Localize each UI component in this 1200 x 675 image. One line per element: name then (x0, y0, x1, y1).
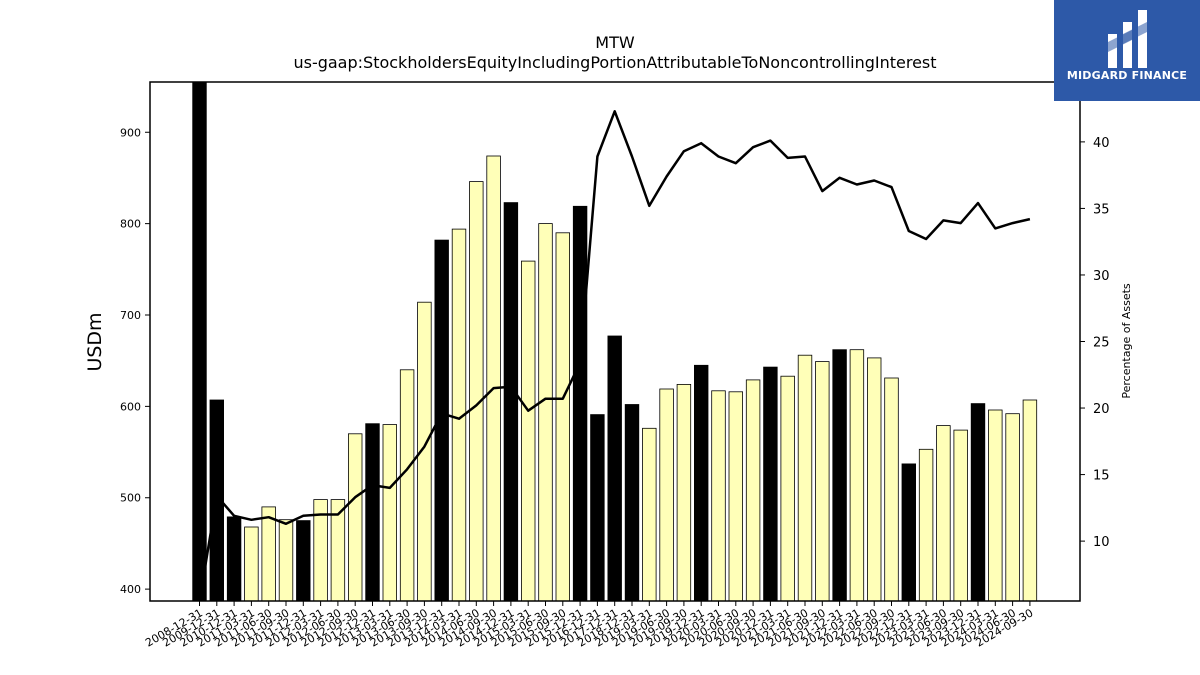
y2-tick-label: 25 (1093, 336, 1110, 351)
bar-2023-03-31 (918, 448, 934, 602)
y2-tick-label: 20 (1093, 402, 1110, 417)
bar-2010-12-31 (226, 516, 242, 602)
bar-2021-03-31 (780, 375, 795, 602)
y2-tick-label: 35 (1093, 202, 1110, 217)
bar-2021-12-31 (832, 349, 847, 602)
bar-2021-06-30 (797, 354, 813, 602)
bar-2020-06-30 (728, 391, 744, 602)
bar-2011-03-31 (244, 526, 259, 602)
y-axis-label: USDm (84, 312, 106, 371)
bar-2015-12-31 (572, 205, 588, 602)
y-tick-label: 700 (120, 309, 141, 322)
bar-2020-12-31 (763, 366, 778, 602)
bar-2024-09-30 (1022, 399, 1038, 602)
bars-layer (192, 81, 1038, 602)
bar-2019-09-30 (676, 383, 692, 602)
logo-mark-icon (1108, 10, 1147, 68)
y2-tick-label: 30 (1093, 269, 1110, 284)
bar-2020-03-31 (711, 390, 726, 602)
bar-2015-06-30 (538, 223, 553, 602)
bar-2016-12-31 (590, 414, 605, 602)
y2-tick-label: 40 (1093, 136, 1110, 151)
bar-2014-12-31 (503, 202, 519, 602)
bar-2014-06-30 (469, 181, 484, 602)
line-percentage-of-assets (198, 110, 1031, 602)
bar-2011-12-31 (296, 520, 311, 602)
bar-2022-03-31 (849, 349, 865, 602)
y-axis-left: 400 500 600 700 800 900 (120, 126, 150, 596)
y-tick-label: 600 (120, 400, 141, 413)
bar-2019-03-31 (642, 427, 657, 602)
bar-2023-12-31 (970, 403, 986, 602)
bar-2012-09-30 (347, 433, 363, 602)
y-tick-label: 800 (120, 218, 141, 231)
y2-tick-label: 15 (1093, 469, 1110, 484)
bar-2013-03-31 (382, 424, 398, 602)
bar-2014-09-30 (486, 155, 501, 602)
y-axis-right: 10 15 20 25 30 35 40 (1080, 136, 1110, 550)
bar-2017-12-31 (607, 335, 622, 602)
bar-2013-06-30 (399, 369, 415, 602)
bar-2022-12-31 (901, 463, 917, 602)
y-tick-label: 900 (120, 126, 141, 139)
y2-axis-label: Percentage of Assets (1120, 283, 1133, 399)
x-axis: 2008-12-312009-12-312010-12-312011-03-31… (143, 601, 1035, 650)
bar-2022-06-30 (867, 357, 882, 602)
bar-2019-06-30 (659, 388, 674, 602)
bar-2024-03-31 (988, 409, 1003, 602)
bar-2008-12-31 (192, 81, 207, 602)
bar-2022-09-30 (884, 377, 899, 602)
bar-2018-12-31 (624, 404, 640, 602)
bar-2024-06-30 (1005, 413, 1020, 602)
bar-2023-09-30 (953, 429, 968, 602)
y-tick-label: 400 (120, 583, 141, 596)
y-tick-label: 500 (120, 492, 141, 505)
bar-2020-09-30 (745, 379, 761, 602)
chart-title: MTW (595, 33, 635, 52)
bar-2012-12-31 (365, 423, 380, 602)
midgard-finance-logo: MIDGARD FINANCE (1054, 0, 1200, 101)
bar-2011-06-30 (261, 506, 276, 602)
logo-text: MIDGARD FINANCE (1066, 69, 1188, 82)
line-layer (198, 110, 1031, 602)
bar-2011-09-30 (278, 519, 294, 602)
bar-2019-12-31 (694, 364, 709, 602)
bar-2015-03-31 (521, 260, 536, 602)
bar-2015-09-30 (555, 232, 571, 602)
chart-subtitle: us-gaap:StockholdersEquityIncludingPorti… (293, 53, 936, 72)
y2-tick-label: 10 (1093, 535, 1110, 550)
bar-2021-09-30 (815, 361, 830, 602)
bar-2023-06-30 (936, 425, 951, 602)
